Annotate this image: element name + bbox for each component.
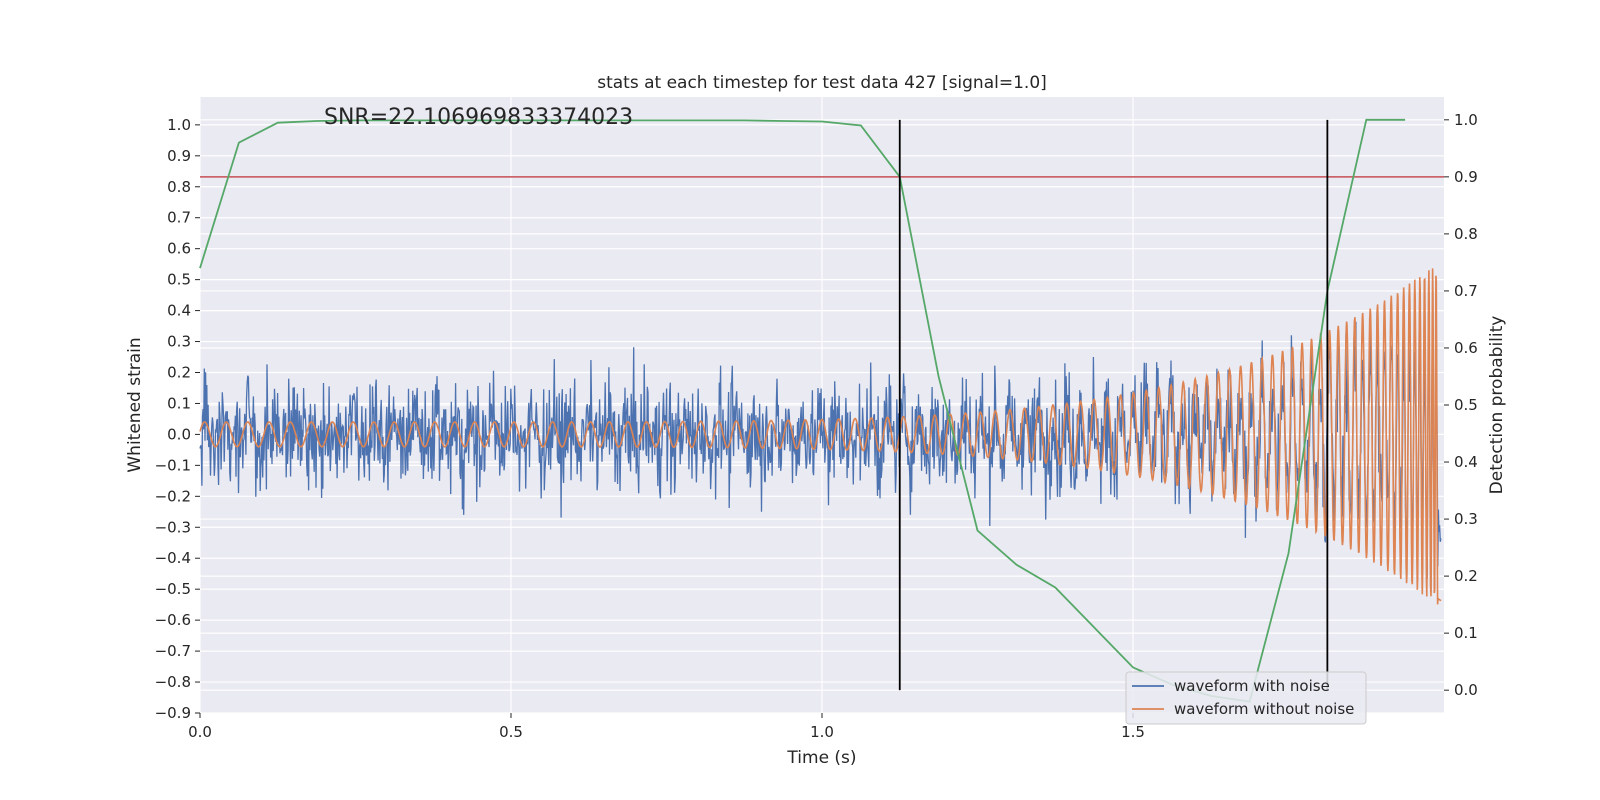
y-tick-label-7: 0.3 bbox=[167, 333, 191, 351]
y-tick-label-11: −0.1 bbox=[155, 456, 191, 474]
y-tick-label-3: 0.7 bbox=[167, 209, 191, 227]
chart-title: stats at each timestep for test data 427… bbox=[597, 73, 1047, 93]
y-tick-label-0: 1.0 bbox=[167, 116, 191, 134]
x-tick-label-0: 0.0 bbox=[188, 723, 212, 741]
y-tick-label-19: −0.9 bbox=[155, 704, 191, 722]
x-tick-label-2: 1.0 bbox=[810, 723, 834, 741]
series-waveform-without-noise bbox=[199, 268, 1442, 605]
x-axis-label: Time (s) bbox=[786, 748, 856, 768]
y-tick-label-15: −0.5 bbox=[155, 580, 191, 598]
y2-tick-label-9: 0.1 bbox=[1454, 624, 1478, 642]
y-tick-label-8: 0.2 bbox=[167, 363, 191, 381]
x-axis-ticks: 0.0 0.5 1.0 1.5 bbox=[188, 713, 1145, 741]
legend-box bbox=[1125, 671, 1367, 725]
legend-label-noisy: waveform with noise bbox=[1174, 677, 1330, 695]
y-tick-label-18: −0.8 bbox=[155, 673, 191, 691]
y-tick-label-4: 0.6 bbox=[167, 240, 191, 258]
y-tick-label-12: −0.2 bbox=[155, 487, 191, 505]
y2-tick-label-10: 0.0 bbox=[1454, 681, 1478, 699]
y2-tick-label-2: 0.8 bbox=[1454, 225, 1478, 243]
y-tick-label-14: −0.4 bbox=[155, 549, 191, 567]
x-tick-label-3: 1.5 bbox=[1121, 723, 1145, 741]
y2-tick-label-6: 0.4 bbox=[1454, 453, 1478, 471]
y-tick-label-17: −0.7 bbox=[155, 642, 191, 660]
y2-tick-label-5: 0.5 bbox=[1454, 396, 1478, 414]
y-tick-label-9: 0.1 bbox=[167, 394, 191, 412]
y-tick-label-1: 0.9 bbox=[167, 147, 191, 165]
y2-axis-ticks: 1.0 0.9 0.8 0.7 0.6 0.5 0.4 0.3 0.2 0.1 0.0 bbox=[1444, 111, 1478, 699]
y-tick-label-6: 0.4 bbox=[167, 302, 191, 320]
x-tick-label-1: 0.5 bbox=[499, 723, 523, 741]
y-tick-label-10: 0.0 bbox=[167, 425, 191, 443]
y-tick-label-2: 0.8 bbox=[167, 178, 191, 196]
y2-axis-label: Detection probability bbox=[1487, 316, 1507, 495]
y2-tick-label-7: 0.3 bbox=[1454, 510, 1478, 528]
snr-annotation: SNR=22.106969833374023 bbox=[324, 105, 633, 130]
y2-tick-label-0: 1.0 bbox=[1454, 111, 1478, 129]
y-tick-label-5: 0.5 bbox=[167, 271, 191, 289]
y2-tick-label-8: 0.2 bbox=[1454, 567, 1478, 585]
y-tick-label-13: −0.3 bbox=[155, 518, 191, 536]
legend-label-clean: waveform without noise bbox=[1174, 700, 1354, 718]
legend: waveform with noise waveform without noi… bbox=[1125, 671, 1367, 725]
y2-tick-label-4: 0.6 bbox=[1454, 339, 1478, 357]
y2-tick-label-1: 0.9 bbox=[1454, 168, 1478, 186]
y-tick-label-16: −0.6 bbox=[155, 611, 191, 629]
y-axis-label: Whitened strain bbox=[125, 337, 145, 472]
y-axis-ticks: 1.0 0.9 0.8 0.7 0.6 0.5 0.4 0.3 0.2 0.1 0.0 −0.1 −0.… bbox=[155, 116, 200, 722]
y2-tick-label-3: 0.7 bbox=[1454, 282, 1478, 300]
